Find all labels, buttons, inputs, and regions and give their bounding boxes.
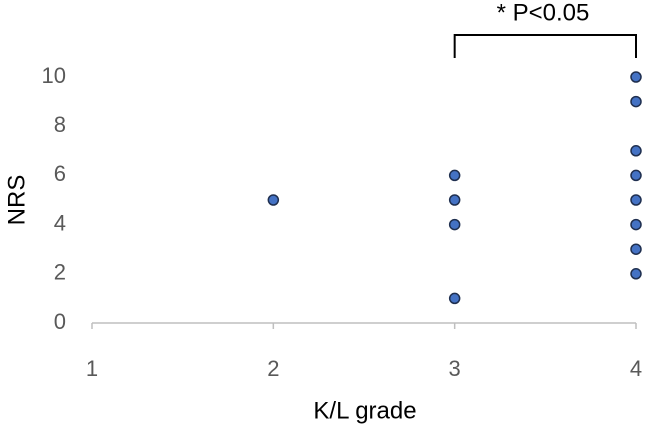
y-tick-label: 6 (54, 161, 66, 186)
point (630, 194, 642, 206)
significance-bracket (453, 34, 637, 58)
point (448, 292, 461, 305)
point (630, 145, 642, 157)
y-tick-label: 8 (54, 112, 66, 137)
x-tick-label: 1 (86, 356, 98, 381)
point (630, 268, 642, 280)
point (630, 169, 642, 182)
point (448, 194, 461, 206)
x-axis-title: K/L grade (313, 397, 416, 424)
y-tick-label: 10 (42, 63, 66, 88)
point (630, 218, 642, 231)
point (267, 194, 280, 206)
y-tick-label: 4 (54, 210, 66, 235)
y-tick-label: 2 (54, 260, 66, 285)
x-tick-label: 2 (267, 356, 279, 381)
x-tick-label: 3 (449, 356, 461, 381)
point (448, 169, 461, 182)
y-tick-label: 0 (54, 309, 66, 334)
point (630, 71, 642, 83)
y-axis-title: NRS (3, 175, 30, 226)
annotation: * P<0.05 (497, 0, 590, 26)
point (630, 243, 642, 255)
point (448, 218, 461, 231)
point (630, 95, 642, 108)
x-tick-label: 4 (630, 356, 642, 381)
